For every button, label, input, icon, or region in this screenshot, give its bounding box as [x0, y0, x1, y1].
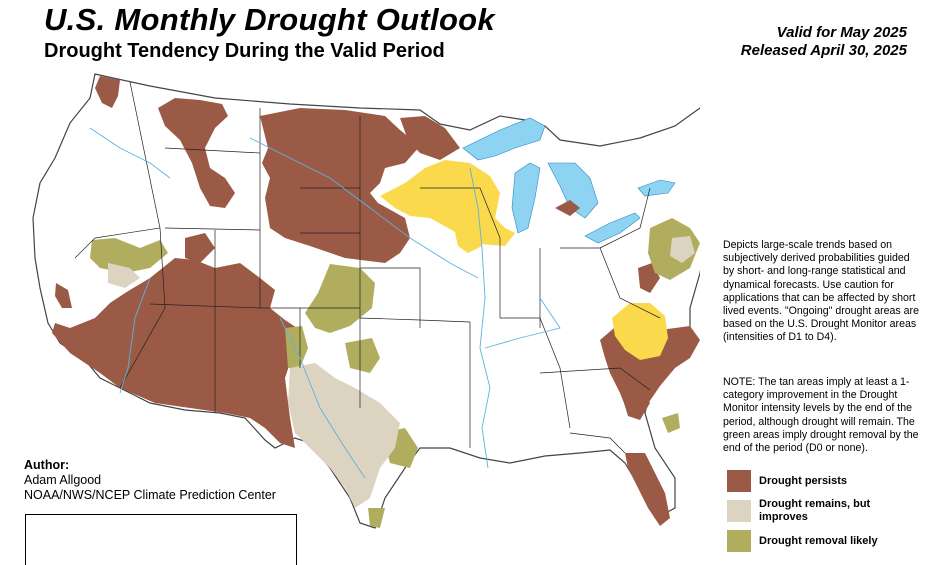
note-text: NOTE: The tan areas imply at least a 1-c… [723, 376, 919, 455]
lake-huron [547, 162, 599, 219]
drought-development-areas [380, 160, 668, 360]
great-lakes [462, 117, 676, 244]
released-text: Released April 30, 2025 [740, 42, 907, 59]
persists-washington [95, 76, 120, 108]
removal-texas-south [368, 508, 385, 528]
author-name: Adam Allgood [24, 473, 102, 487]
removal-oklahoma [345, 338, 380, 373]
legend-swatch-persists [727, 470, 751, 492]
persists-northern-rockies-plains [158, 98, 235, 208]
author-block: Author: Adam Allgood NOAA/NWS/NCEP Clima… [24, 458, 276, 503]
map-title: U.S. Monthly Drought Outlook [44, 2, 495, 37]
drought-outlook-map [32, 73, 700, 529]
legend-swatch-removal [727, 530, 751, 552]
state-boundaries [74, 81, 661, 454]
rivers [89, 127, 561, 479]
drought-removal-areas [90, 218, 700, 528]
map-subtitle: Drought Tendency During the Valid Period [44, 40, 445, 62]
improves-nevada [108, 263, 140, 288]
persists-california-north [55, 283, 72, 308]
legend-label-improves: Drought remains, but improves [759, 498, 871, 523]
development-upper-midwest [380, 160, 515, 246]
lake-ontario [637, 179, 676, 197]
valid-for-text: Valid for May 2025 [776, 24, 907, 41]
lake-michigan [511, 162, 541, 234]
development-virginia-nc [612, 303, 668, 360]
legend-label-removal: Drought removal likely [759, 534, 878, 547]
persists-minnesota [400, 116, 460, 160]
lake-erie [584, 212, 641, 244]
removal-sc-coast [662, 413, 680, 433]
description-text: Depicts large-scale trends based on subj… [723, 239, 919, 344]
valid-period: Valid for May 2025 Released April 30, 20… [741, 24, 907, 60]
persists-southwest [52, 258, 300, 448]
legend-swatch-improves [727, 500, 751, 522]
lake-superior [462, 117, 546, 161]
persists-michigan [555, 200, 580, 216]
improves-virginia [670, 236, 695, 263]
improves-texas [288, 363, 400, 508]
removal-new-mexico-sliver [285, 326, 308, 368]
inset-map-frame [25, 514, 297, 565]
drought-improves-areas [108, 236, 695, 508]
removal-kansas-colorado [305, 264, 375, 333]
persists-georgia-coast [620, 386, 650, 420]
persists-colorado-plateau [185, 233, 215, 263]
author-org: NOAA/NWS/NCEP Climate Prediction Center [24, 488, 276, 502]
development-iowa-illinois [455, 228, 482, 253]
legend-label-persists: Drought persists [759, 474, 848, 487]
author-heading: Author: [24, 458, 70, 472]
persists-florida [625, 453, 670, 526]
